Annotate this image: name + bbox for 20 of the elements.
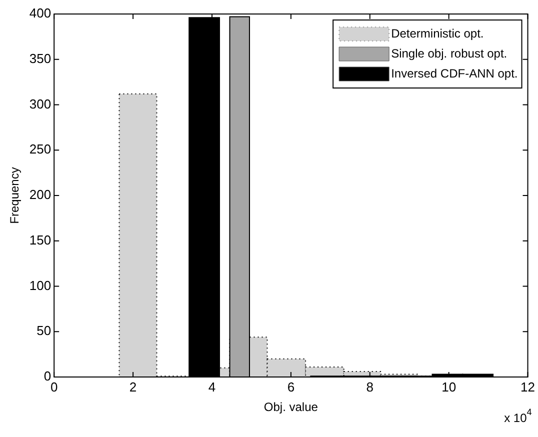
y-axis-title: Frequency	[8, 167, 22, 224]
x-tick-label: 6	[287, 379, 295, 394]
x-tick-label: 4	[208, 379, 216, 394]
y-tick-label: 250	[29, 142, 52, 157]
y-tick-label: 300	[29, 96, 52, 112]
y-tick-label: 0	[44, 368, 52, 384]
x-tick-label: 12	[520, 379, 536, 394]
y-tick-label: 350	[29, 50, 52, 66]
x-axis-title: Obj. value	[264, 400, 318, 414]
x-tick-label: 8	[366, 379, 374, 394]
x-tick-label: 10	[442, 379, 456, 394]
legend-label: Deterministic opt.	[391, 26, 484, 40]
x-tick-label: 2	[129, 379, 137, 394]
y-tick-label: 50	[36, 323, 52, 338]
legend-label: Inversed CDF-ANN opt.	[391, 66, 518, 80]
y-tick-label: 100	[29, 278, 52, 293]
legend-label: Single obj. robust opt.	[391, 46, 508, 60]
y-tick-label: 400	[29, 6, 52, 21]
y-tick-label: 150	[29, 232, 52, 248]
y-tick-label: 200	[29, 187, 52, 202]
